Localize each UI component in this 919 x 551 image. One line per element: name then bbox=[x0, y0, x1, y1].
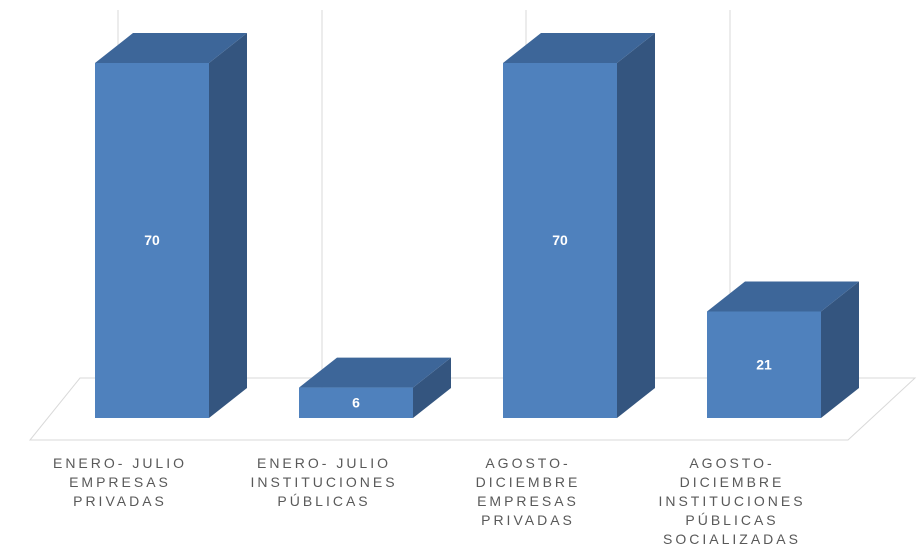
bar-front bbox=[707, 311, 821, 418]
bar-top bbox=[95, 33, 247, 63]
bar bbox=[503, 33, 655, 418]
x-tick-label: ENERO- JULIO EMPRESAS PRIVADAS bbox=[53, 455, 187, 509]
bar bbox=[707, 281, 859, 418]
x-tick-label: ENERO- JULIO INSTITUCIONES PÚBLICAS bbox=[250, 455, 397, 509]
bar-front bbox=[95, 63, 209, 418]
x-tick-label: AGOSTO-DICIEMBRE EMPRESAS PRIVADAS bbox=[476, 455, 581, 528]
bar-side bbox=[413, 357, 451, 418]
data-label: 21 bbox=[756, 356, 772, 372]
data-label: 6 bbox=[352, 394, 360, 410]
bar-side bbox=[617, 33, 655, 418]
bar-top bbox=[503, 33, 655, 63]
floor bbox=[28, 377, 917, 441]
bar-side bbox=[821, 281, 859, 418]
bar bbox=[95, 33, 247, 418]
bar-side bbox=[209, 33, 247, 418]
bar-top bbox=[707, 281, 859, 312]
data-label: 70 bbox=[552, 232, 568, 248]
x-tick-label: AGOSTO-DICIEMBRE INSTITUCIONES PÚBLICAS SOC… bbox=[658, 455, 805, 547]
bar-top bbox=[299, 357, 451, 388]
data-label: 70 bbox=[144, 232, 160, 248]
bar-front bbox=[299, 387, 413, 418]
bar bbox=[299, 357, 451, 418]
bar-front bbox=[503, 63, 617, 418]
